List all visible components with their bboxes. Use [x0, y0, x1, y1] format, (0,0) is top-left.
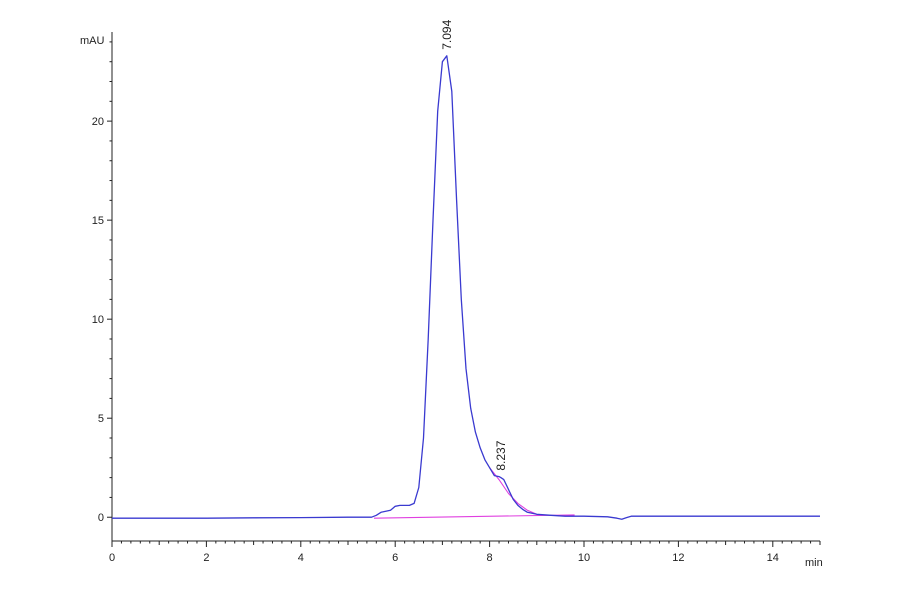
y-tick-label: 10	[92, 314, 104, 326]
y-axis-label: mAU	[80, 35, 105, 47]
x-tick-label: 4	[298, 552, 304, 564]
tangent-skim-trace	[489, 467, 538, 515]
y-tick-label: 15	[92, 215, 104, 227]
x-tick-label: 8	[487, 552, 493, 564]
x-tick-label: 14	[767, 552, 779, 564]
x-axis-label: min	[805, 557, 823, 569]
baseline-trace	[373, 514, 575, 519]
y-tick-label: 20	[92, 116, 104, 128]
x-tick-label: 2	[203, 552, 209, 564]
y-ticks: 0 5 10 15 20	[92, 41, 112, 524]
x-ticks: 0 2 4 6 8 10 12 14	[109, 541, 821, 564]
peak-retention-label: 7.094	[440, 19, 454, 49]
x-tick-label: 12	[672, 552, 684, 564]
peak-retention-label: 8.237	[494, 440, 508, 470]
signal-trace	[112, 55, 820, 520]
series-layer	[112, 55, 820, 520]
y-tick-label: 5	[98, 413, 104, 425]
x-tick-label: 10	[578, 552, 590, 564]
x-tick-label: 6	[392, 552, 398, 564]
peak-labels: 7.094 8.237	[440, 19, 508, 470]
y-tick-label: 0	[98, 512, 104, 524]
x-tick-label: 0	[109, 552, 115, 564]
x-axis: min 0 2 4 6 8 10 12 14	[109, 540, 823, 569]
y-axis: mAU 0 5 10 15 20	[80, 32, 113, 541]
